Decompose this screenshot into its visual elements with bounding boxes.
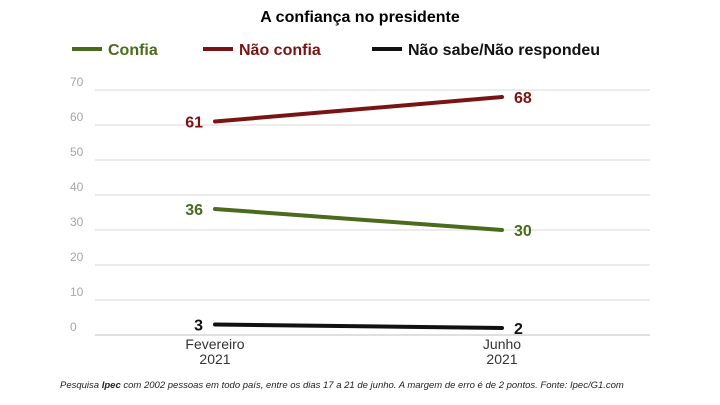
data-label-nao-sabe-nao-respondeu-2: 2	[514, 321, 523, 338]
data-label-confia-1: 36	[185, 202, 203, 219]
y-tick-label-60: 60	[70, 110, 84, 124]
legend-label-confia: Confia	[108, 42, 158, 59]
footnote-rest: com 2002 pessoas em todo país, entre os …	[120, 380, 624, 391]
x-tick-label-fevereiro-1: Fevereiro	[185, 336, 244, 352]
series-line-confia	[213, 207, 504, 232]
y-tick-label-0: 0	[70, 320, 77, 334]
y-tick-label-40: 40	[70, 180, 84, 194]
data-label-nao-confia-1: 61	[185, 115, 203, 132]
x-tick-label-junho-2: 2021	[486, 351, 517, 367]
y-tick-label-70: 70	[70, 75, 84, 89]
x-tick-label-fevereiro-2: 2021	[199, 351, 230, 367]
y-tick-label-30: 30	[70, 215, 84, 229]
y-tick-label-10: 10	[70, 285, 84, 299]
y-tick-label-50: 50	[70, 145, 84, 159]
legend-label-nao-confia: Não confia	[239, 42, 321, 59]
y-tick-label-20: 20	[70, 250, 84, 264]
series-line-nao-confia	[213, 95, 504, 124]
x-tick-label-junho-1: Junho	[483, 336, 521, 352]
legend-label-nao-sabe-nao-respondeu: Não sabe/Não respondeu	[408, 42, 600, 59]
data-label-nao-confia-2: 68	[514, 90, 532, 107]
footnote: Pesquisa Ipec com 2002 pessoas em todo p…	[60, 380, 700, 391]
data-label-nao-sabe-nao-respondeu-1: 3	[194, 318, 203, 335]
footnote-brand: Ipec	[101, 380, 121, 391]
footnote-prefix: Pesquisa	[60, 380, 102, 391]
series-line-nao-sabe-nao-respondeu	[213, 322, 504, 330]
data-label-confia-2: 30	[514, 223, 532, 240]
chart-title: A confiança no presidente	[260, 9, 460, 26]
